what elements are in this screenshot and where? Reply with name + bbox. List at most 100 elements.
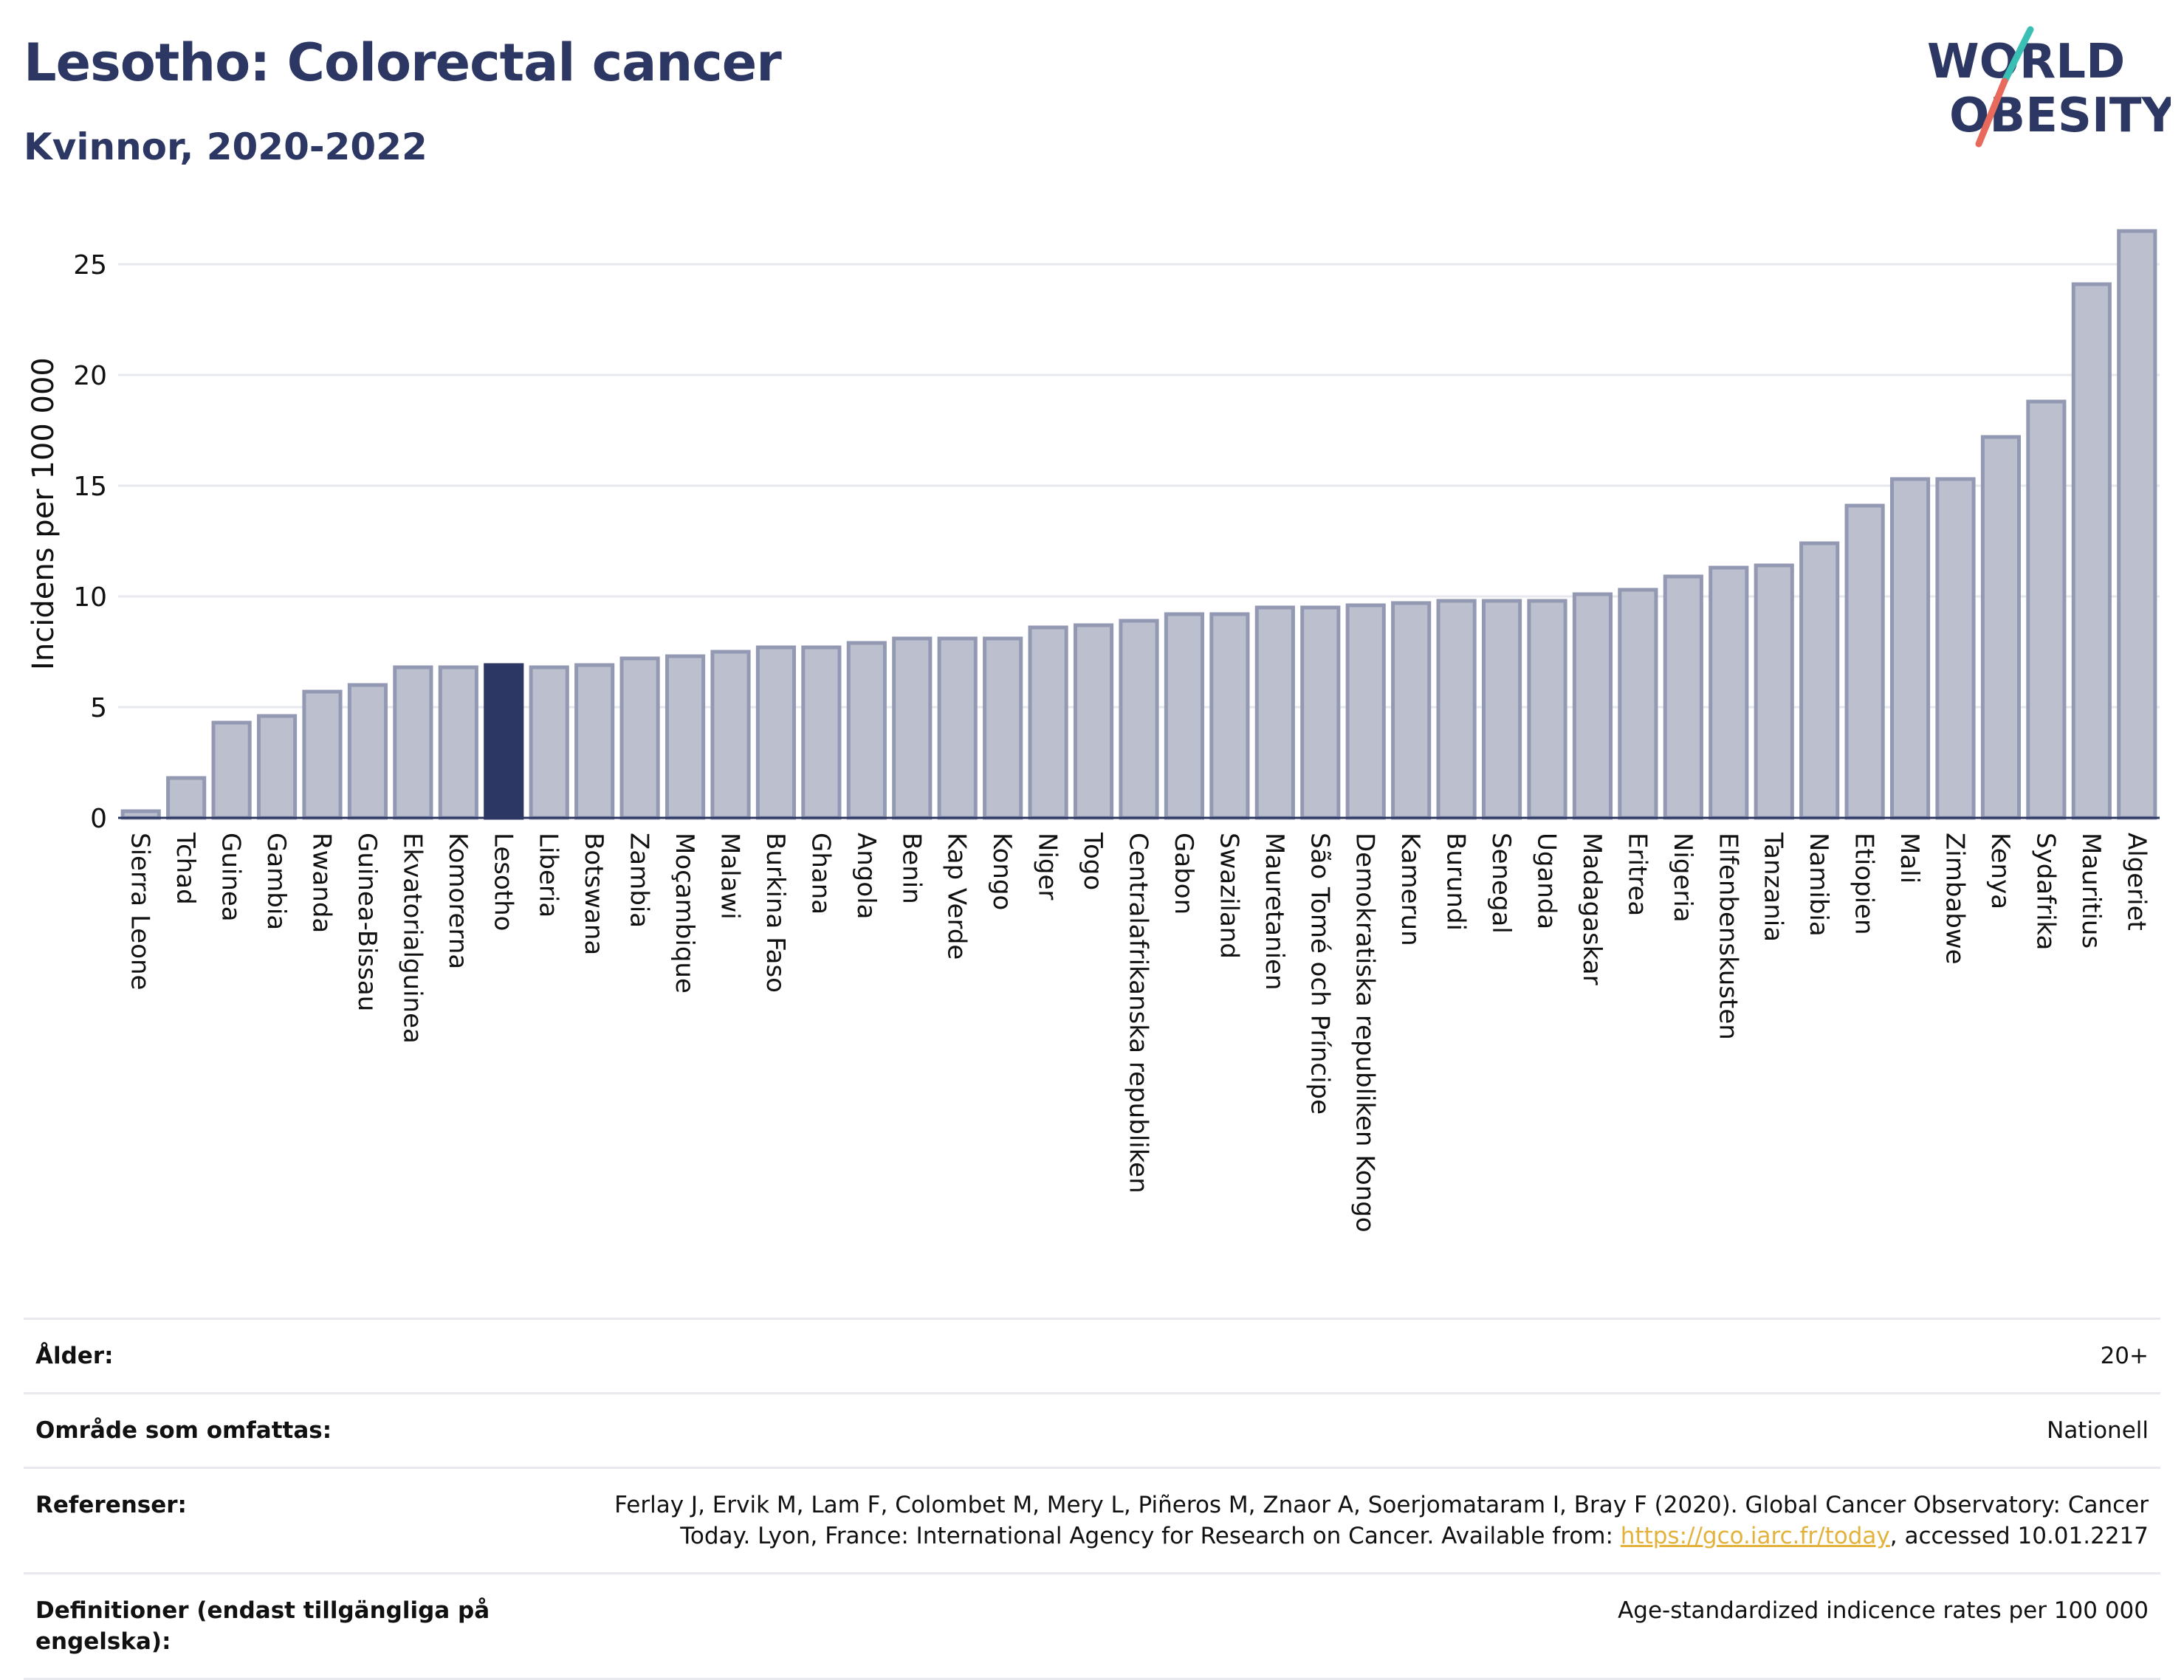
category-label: Elfenbenskusten	[1713, 833, 1742, 1040]
bar	[438, 665, 478, 820]
bar	[1754, 563, 1794, 820]
category-label: Demokratiska republiken Kongo	[1350, 833, 1380, 1233]
category-label: Sydafrika	[2030, 833, 2060, 950]
bar	[1391, 601, 1432, 820]
bar	[801, 645, 842, 820]
category-label: Mali	[1895, 833, 1924, 884]
references-row: Referenser: Ferlay J, Ervik M, Lam F, Co…	[24, 1467, 2160, 1572]
references-text: Ferlay J, Ervik M, Lam F, Colombet M, Me…	[614, 1492, 2149, 1549]
category-label: Tanzania	[1759, 832, 1788, 942]
age-value: 20+	[2100, 1343, 2149, 1369]
bar	[1481, 599, 1522, 820]
definitions-value: Age-standardized indicence rates per 100…	[1618, 1597, 2149, 1624]
y-tick-label: 25	[73, 250, 107, 280]
category-label: Guinea-Bissau	[352, 833, 382, 1011]
y-tick-label: 0	[90, 804, 107, 834]
category-labels: Sierra Leone Tchad Guinea Gambia Rwanda Guine…	[126, 832, 2152, 1233]
category-label: Botswana	[579, 833, 608, 955]
y-tick-labels: 0 5 10 15 20 25	[73, 250, 107, 834]
bar	[937, 636, 978, 820]
category-label: Centralafrikanska republiken	[1124, 833, 1153, 1194]
references-value: Ferlay J, Ervik M, Lam F, Colombet M, Me…	[561, 1490, 2149, 1552]
page-title: Lesotho: Colorectal cancer	[24, 32, 782, 93]
bar	[755, 645, 797, 820]
bar	[1935, 477, 1976, 820]
category-label: Gambia	[261, 833, 291, 930]
category-label: Etiopien	[1850, 833, 1879, 935]
bar	[1436, 599, 1477, 820]
category-label: Malawi	[715, 833, 745, 920]
category-label: Ghana	[806, 833, 835, 915]
bar	[1618, 588, 1658, 820]
category-label: Lesotho	[488, 833, 518, 931]
category-label: Togo	[1078, 832, 1108, 890]
category-label: Liberia	[534, 833, 563, 918]
category-label: Tchad	[171, 832, 200, 905]
bar	[710, 650, 751, 820]
bar	[2071, 282, 2112, 820]
age-label: Ålder:	[35, 1343, 114, 1369]
category-label: Zimbabwe	[1940, 833, 1970, 965]
category-label: Rwanda	[307, 833, 337, 933]
page-subtitle: Kvinnor, 2020-2022	[24, 125, 427, 168]
category-label: Moçambique	[670, 833, 699, 994]
category-label: Niger	[1033, 833, 1062, 900]
bar	[1073, 623, 1114, 820]
category-label: Komorerna	[443, 833, 473, 969]
category-label: Burundi	[1441, 833, 1471, 931]
bar	[1663, 574, 1703, 820]
category-label: Mauritius	[2076, 833, 2106, 949]
area-row: Område som omfattas: Nationell	[24, 1392, 2160, 1467]
references-accessed: , accessed 10.01.2217	[1889, 1523, 2149, 1549]
bar-chart: 0 5 10 15 20 25 Sierra Leone Tchad Guinea Gambia…	[27, 229, 2160, 1233]
metadata-table: Ålder: 20+ Område som omfattas: Nationel…	[24, 1318, 2160, 1680]
definitions-label: Definitioner (endast tillgängliga på eng…	[35, 1597, 490, 1655]
category-label: São Tomé och Príncipe	[1305, 833, 1334, 1115]
category-label: Burkina Faso	[760, 833, 790, 993]
bar	[1889, 477, 1931, 820]
category-label: Algeriet	[2121, 833, 2151, 931]
area-value: Nationell	[2047, 1417, 2149, 1444]
bar	[1028, 625, 1068, 820]
bar	[983, 636, 1023, 820]
category-label: Guinea	[216, 833, 246, 922]
category-label: Benin	[896, 833, 926, 904]
bar	[529, 665, 569, 820]
bar	[484, 663, 524, 820]
bars	[120, 229, 2157, 820]
category-label: Gabon	[1169, 833, 1198, 915]
category-label: Kongo	[987, 833, 1017, 910]
bar	[1709, 565, 1749, 820]
bar	[1119, 619, 1159, 820]
category-label: Sierra Leone	[126, 833, 155, 990]
bar	[1209, 612, 1250, 820]
bar	[1254, 605, 1295, 820]
y-tick-label: 10	[73, 582, 107, 613]
y-tick-label: 5	[90, 693, 107, 723]
category-label: Madagaskar	[1577, 833, 1607, 985]
category-label: Kamerun	[1395, 833, 1425, 946]
bar	[1527, 599, 1567, 820]
category-label: Eritrea	[1622, 833, 1652, 916]
category-label: Swaziland	[1214, 833, 1243, 959]
references-link[interactable]: https://gco.iarc.fr/today	[1620, 1523, 1890, 1549]
category-label: Kap Verde	[942, 833, 972, 960]
age-row: Ålder: 20+	[24, 1318, 2160, 1392]
bar	[393, 665, 433, 820]
bar	[211, 720, 252, 820]
bar	[1164, 612, 1205, 820]
references-label: Referenser:	[35, 1492, 187, 1518]
bar	[2117, 229, 2157, 820]
bar	[1345, 603, 1386, 820]
bar	[846, 641, 887, 820]
bar	[1844, 503, 1885, 820]
area-label: Område som omfattas:	[35, 1417, 332, 1444]
bar	[1572, 592, 1613, 820]
bar	[256, 714, 298, 820]
y-tick-label: 20	[73, 361, 107, 391]
category-label: Kenya	[1985, 833, 2015, 909]
bar	[665, 654, 706, 820]
bar	[166, 776, 207, 820]
category-label: Mauretanien	[1260, 833, 1289, 991]
bar	[347, 683, 388, 820]
